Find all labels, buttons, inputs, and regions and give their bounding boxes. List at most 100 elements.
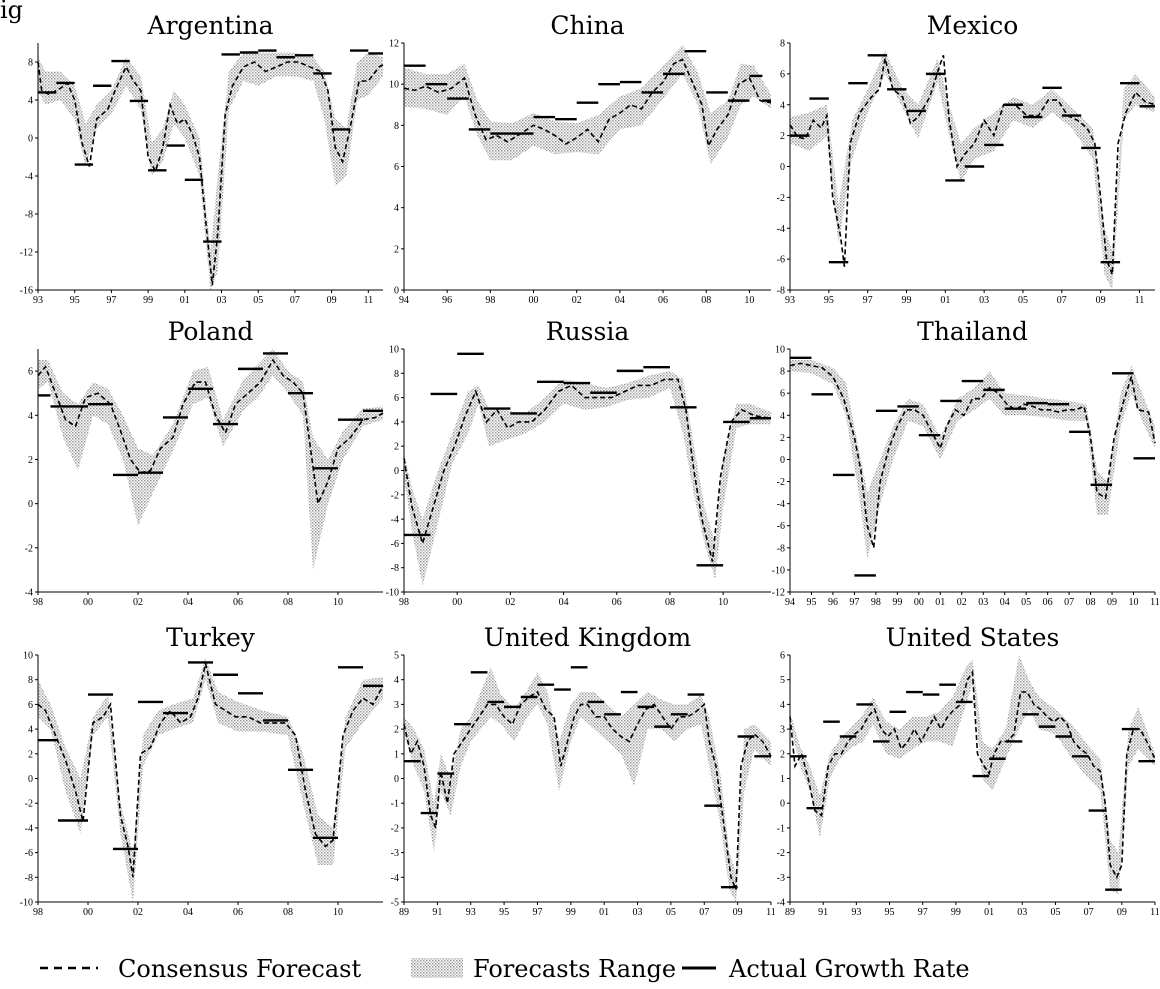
y-tick-label-russia: -4 [391, 515, 399, 526]
y-tick-label-united-states: 2 [780, 749, 785, 760]
consensus-forecast-line-mexico [789, 55, 1156, 275]
legend-range-swatch [411, 958, 463, 978]
y-tick-label-mexico: -2 [777, 193, 785, 204]
x-tick-label-united-kingdom: 11 [766, 907, 776, 918]
y-tick-label-poland: 0 [28, 499, 33, 510]
forecast-range-band-turkey [38, 657, 383, 902]
x-tick-label-china: 98 [485, 295, 495, 306]
x-tick-label-russia: 08 [665, 597, 675, 608]
y-tick-label-turkey: -2 [25, 799, 33, 810]
y-tick-label-united-states: -2 [777, 848, 785, 859]
x-tick-label-thailand: 98 [871, 597, 881, 608]
legend: Consensus Forecast Forecasts Range Actua… [40, 955, 970, 983]
x-tick-label-russia: 04 [559, 597, 569, 608]
y-tick-label-china: 6 [394, 162, 399, 173]
panel-title-mexico: Mexico [927, 11, 1019, 40]
x-tick-label-poland: 98 [33, 597, 43, 608]
y-tick-label-russia: 10 [389, 345, 399, 356]
x-tick-label-united-states: 89 [785, 907, 795, 918]
x-tick-label-argentina: 97 [106, 295, 116, 306]
x-tick-label-mexico: 03 [979, 295, 989, 306]
x-tick-label-mexico: 01 [940, 295, 950, 306]
x-tick-label-russia: 10 [718, 597, 728, 608]
x-tick-label-thailand: 96 [828, 597, 838, 608]
x-tick-label-thailand: 02 [957, 597, 967, 608]
y-tick-label-argentina: 0 [28, 134, 33, 145]
y-tick-label-mexico: -4 [777, 224, 785, 235]
x-tick-label-argentina: 01 [180, 295, 190, 306]
y-tick-label-china: 2 [394, 244, 399, 255]
y-tick-label-united-kingdom: 3 [394, 700, 399, 711]
y-tick-label-united-kingdom: 0 [394, 774, 399, 785]
panel-title-turkey: Turkey [166, 623, 256, 652]
y-tick-label-poland: -2 [25, 543, 33, 554]
x-tick-label-china: 96 [442, 295, 452, 306]
x-tick-label-mexico: 11 [1135, 295, 1145, 306]
y-tick-label-thailand: -6 [777, 521, 785, 532]
y-tick-label-china: 4 [394, 203, 399, 214]
forecast-range-band-united-kingdom [404, 667, 771, 902]
y-tick-label-russia: -10 [386, 588, 399, 599]
x-tick-label-united-kingdom: 99 [566, 907, 576, 918]
panel-mexico: Mexico -8 -6 -4 -2 0 2 4 6 8 93 95 97 99 01 03 05 07 09 11 [777, 11, 1156, 306]
y-tick-label-thailand: -4 [777, 499, 785, 510]
y-tick-label-china: 10 [389, 80, 399, 91]
y-tick-label-united-states: 4 [780, 700, 785, 711]
y-tick-label-russia: 6 [394, 393, 399, 404]
y-tick-label-russia: 4 [394, 417, 399, 428]
x-tick-label-thailand: 10 [1129, 597, 1139, 608]
x-tick-label-united-kingdom: 05 [666, 907, 676, 918]
y-tick-label-russia: -6 [391, 539, 399, 550]
y-tick-label-united-kingdom: 1 [394, 749, 399, 760]
x-tick-label-argentina: 11 [363, 295, 373, 306]
y-tick-label-poland: -4 [25, 588, 33, 599]
x-tick-label-thailand: 03 [978, 597, 988, 608]
x-tick-label-mexico: 09 [1096, 295, 1106, 306]
y-tick-label-united-kingdom: 2 [394, 725, 399, 736]
y-tick-label-mexico: 2 [780, 131, 785, 142]
x-tick-label-mexico: 99 [901, 295, 911, 306]
x-tick-label-united-kingdom: 95 [499, 907, 509, 918]
x-tick-label-china: 06 [658, 295, 668, 306]
x-tick-label-poland: 04 [183, 597, 193, 608]
x-tick-label-united-kingdom: 93 [466, 907, 476, 918]
x-tick-label-argentina: 03 [217, 295, 227, 306]
consensus-forecast-line-argentina [37, 61, 384, 286]
forecast-range-band-china [404, 45, 771, 165]
y-tick-label-russia: 8 [394, 369, 399, 380]
x-tick-label-mexico: 93 [785, 295, 795, 306]
x-tick-label-poland: 00 [83, 597, 93, 608]
forecast-range-band-poland [38, 349, 383, 570]
y-tick-label-turkey: -4 [25, 823, 33, 834]
x-tick-label-china: 04 [615, 295, 625, 306]
x-tick-label-united-states: 91 [818, 907, 828, 918]
y-tick-label-mexico: 6 [780, 69, 785, 80]
x-tick-label-china: 10 [744, 295, 754, 306]
x-tick-label-united-states: 97 [918, 907, 928, 918]
consensus-forecast-line-china [403, 58, 772, 149]
y-tick-label-argentina: -4 [25, 172, 33, 183]
x-tick-label-thailand: 00 [914, 597, 924, 608]
y-tick-label-mexico: 8 [780, 39, 785, 50]
y-tick-label-united-kingdom: 5 [394, 651, 399, 662]
x-tick-label-poland: 10 [333, 597, 343, 608]
x-tick-label-mexico: 95 [824, 295, 834, 306]
y-tick-label-turkey: 6 [28, 700, 33, 711]
x-tick-label-united-kingdom: 07 [699, 907, 709, 918]
panel-title-united-kingdom: United Kingdom [484, 623, 692, 652]
y-tick-label-turkey: 8 [28, 675, 33, 686]
panel-title-poland: Poland [168, 317, 254, 346]
figure-caption: ig [0, 0, 23, 24]
x-tick-label-united-kingdom: 97 [532, 907, 542, 918]
y-tick-label-russia: -2 [391, 490, 399, 501]
y-tick-label-argentina: 8 [28, 58, 33, 69]
y-tick-label-united-states: 3 [780, 725, 785, 736]
y-tick-label-turkey: -8 [25, 873, 33, 884]
x-tick-label-argentina: 09 [327, 295, 337, 306]
y-tick-label-poland: 4 [28, 411, 33, 422]
x-tick-label-argentina: 07 [290, 295, 300, 306]
x-tick-label-argentina: 05 [253, 295, 263, 306]
